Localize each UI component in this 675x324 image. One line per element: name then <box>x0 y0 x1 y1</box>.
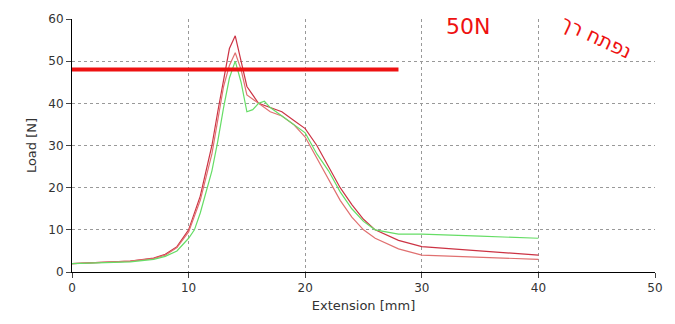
svg-text:0: 0 <box>68 281 76 295</box>
svg-text:50N: 50N <box>446 14 490 39</box>
svg-text:20: 20 <box>298 281 313 295</box>
svg-text:Load [N]: Load [N] <box>24 118 39 173</box>
svg-text:נפתח רך: נפתח רך <box>557 10 635 63</box>
svg-text:50: 50 <box>48 54 63 68</box>
svg-text:60: 60 <box>48 12 63 26</box>
svg-text:0: 0 <box>56 265 64 279</box>
svg-text:30: 30 <box>48 139 63 153</box>
svg-text:40: 40 <box>48 97 63 111</box>
svg-text:20: 20 <box>48 181 63 195</box>
svg-text:Extension [mm]: Extension [mm] <box>312 298 415 313</box>
svg-text:40: 40 <box>531 281 546 295</box>
svg-text:30: 30 <box>414 281 429 295</box>
svg-text:10: 10 <box>181 281 196 295</box>
svg-text:50: 50 <box>647 281 662 295</box>
svg-text:10: 10 <box>48 223 63 237</box>
